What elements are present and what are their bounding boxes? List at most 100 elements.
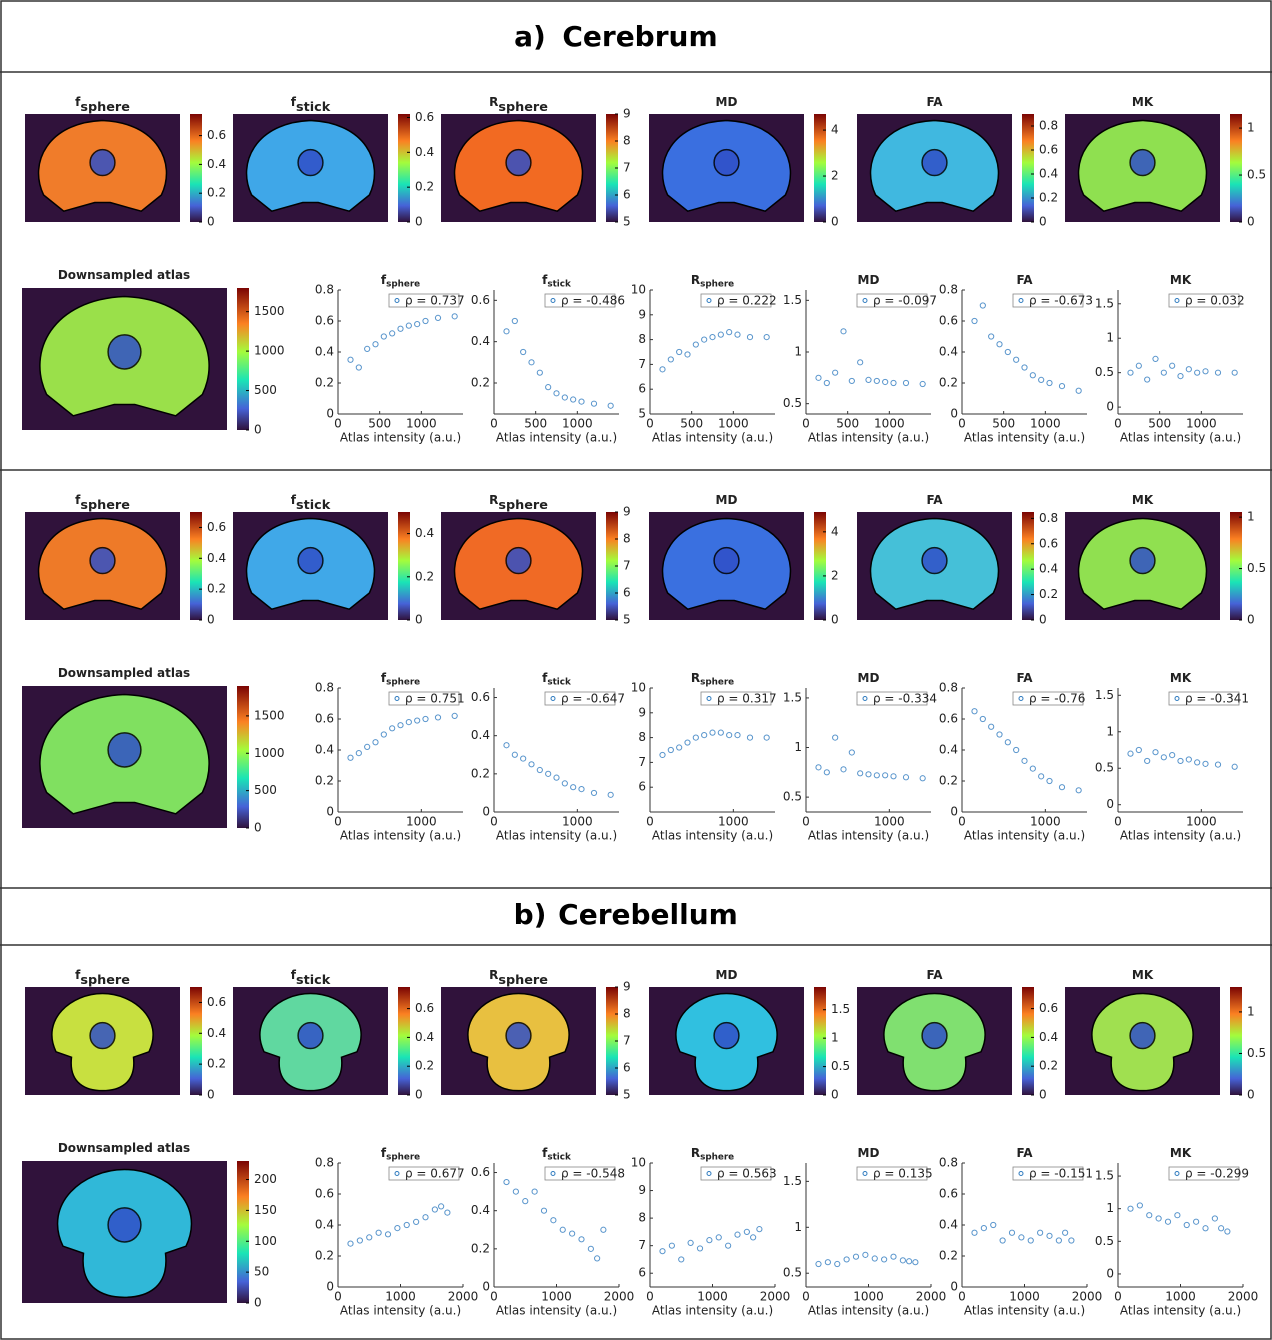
scatter-point (554, 391, 559, 396)
map-region (714, 1023, 739, 1049)
title-main: MD (716, 493, 738, 507)
scatter-point (541, 1208, 546, 1213)
scatter-point (529, 762, 534, 767)
x-tick-label: 2000 (760, 1290, 791, 1304)
title-main: MD (716, 968, 738, 982)
scatter-point (513, 1189, 518, 1194)
scatter-point (903, 775, 908, 780)
scatter-point (521, 349, 526, 354)
x-tick-label: 1000 (1009, 1290, 1040, 1304)
x-tick-label: 0 (1114, 815, 1122, 829)
x-tick-label: 0 (334, 815, 342, 829)
map-region (90, 1023, 115, 1049)
chart-title: Downsampled atlas (58, 268, 190, 282)
scatter-point (414, 1219, 419, 1224)
chart-title: fstick (291, 493, 331, 513)
x-tick-label: 500 (992, 417, 1015, 431)
colorbar (398, 512, 410, 620)
y-tick-label: 1 (1106, 331, 1114, 345)
scatter-point (398, 723, 403, 728)
scatter-point (591, 401, 596, 406)
x-axis-label: Atlas intensity (a.u.) (340, 1304, 461, 1318)
scatter-point (707, 1238, 712, 1243)
legend-label: ρ = -0.673 (1029, 294, 1093, 308)
title-main: MD (858, 671, 880, 685)
scatter-point (439, 1204, 444, 1209)
colorbar-tick-label: 100 (254, 1234, 277, 1248)
x-axis-label: Atlas intensity (a.u.) (340, 431, 461, 445)
scatter-point (891, 380, 896, 385)
colorbar-tick-label: 1 (1247, 1004, 1255, 1018)
panel-label: a) (514, 20, 546, 53)
y-tick-label: 1.5 (1095, 688, 1114, 702)
y-tick-label: 0.6 (315, 314, 334, 328)
colorbar-tick-label: 0 (831, 215, 839, 229)
colorbar-tick-label: 1500 (254, 304, 285, 318)
scatter-point (406, 720, 411, 725)
colorbar-tick-label: 0.2 (1039, 191, 1058, 205)
legend-label: ρ = -0.486 (561, 294, 625, 308)
scatter-point (1178, 374, 1183, 379)
scatter-point (365, 346, 370, 351)
scatter-point (595, 1256, 600, 1261)
scatter-point (406, 323, 411, 328)
scatter-point (751, 1235, 756, 1240)
colorbar-tick-label: 0.4 (1039, 167, 1058, 181)
title-main: MD (716, 95, 738, 109)
legend-label: ρ = 0.222 (717, 294, 777, 308)
legend-label: ρ = -0.647 (561, 692, 625, 706)
scatter-point (365, 744, 370, 749)
title-subscript: sphere (386, 279, 420, 289)
scatter-point (435, 715, 440, 720)
scatter-point (348, 755, 353, 760)
chart-title: FA (1016, 671, 1033, 685)
scatter-point (1000, 1238, 1005, 1243)
x-tick-label: 500 (1148, 417, 1171, 431)
scatter-point (668, 747, 673, 752)
x-tick-label: 0 (646, 815, 654, 829)
colorbar-tick-label: 0 (415, 613, 423, 627)
scatter-point (1161, 755, 1166, 760)
y-tick-label: 0.8 (939, 1156, 958, 1170)
y-tick-label: 6 (638, 382, 646, 396)
y-tick-label: 0.4 (939, 345, 958, 359)
title-subscript: sphere (700, 279, 734, 289)
chart-title: MD (858, 1146, 880, 1160)
scatter-point (874, 773, 879, 778)
y-tick-label: 7 (638, 1238, 646, 1252)
scatter-point (841, 767, 846, 772)
colorbar-tick-label: 0.8 (1039, 511, 1058, 525)
colorbar (1230, 512, 1242, 620)
y-tick-label: 0 (326, 407, 334, 421)
colorbar-tick-label: 7 (623, 559, 631, 573)
title-main: R (691, 671, 700, 685)
chart-title: fsphere (381, 671, 420, 687)
colorbar (814, 512, 826, 620)
y-tick-label: 0.6 (939, 314, 958, 328)
scatter-point (452, 713, 457, 718)
y-tick-label: 0.6 (471, 690, 490, 704)
x-axis-label: Atlas intensity (a.u.) (808, 431, 929, 445)
scatter-point (980, 716, 985, 721)
colorbar-tick-label: 5 (623, 215, 631, 229)
x-axis-label: Atlas intensity (a.u.) (652, 431, 773, 445)
x-axis-label: Atlas intensity (a.u.) (964, 431, 1085, 445)
title-main: R (489, 968, 498, 982)
title-main: MK (1132, 968, 1154, 982)
x-tick-label: 2000 (1072, 1290, 1103, 1304)
scatter-point (816, 1261, 821, 1266)
scatter-point (727, 330, 732, 335)
scatter-point (546, 385, 551, 390)
scatter-point (824, 380, 829, 385)
scatter-point (989, 334, 994, 339)
scatter-point (744, 1229, 749, 1234)
scatter-point (1203, 1226, 1208, 1231)
x-axis-label: Atlas intensity (a.u.) (808, 829, 929, 843)
scatter-point (907, 1259, 912, 1264)
colorbar-tick-label: 0.2 (415, 569, 434, 583)
colorbar-tick-label: 0.6 (207, 995, 226, 1009)
x-tick-label: 0 (958, 815, 966, 829)
scatter-point (841, 329, 846, 334)
colorbar (1230, 114, 1242, 222)
x-tick-label: 1000 (1186, 417, 1217, 431)
